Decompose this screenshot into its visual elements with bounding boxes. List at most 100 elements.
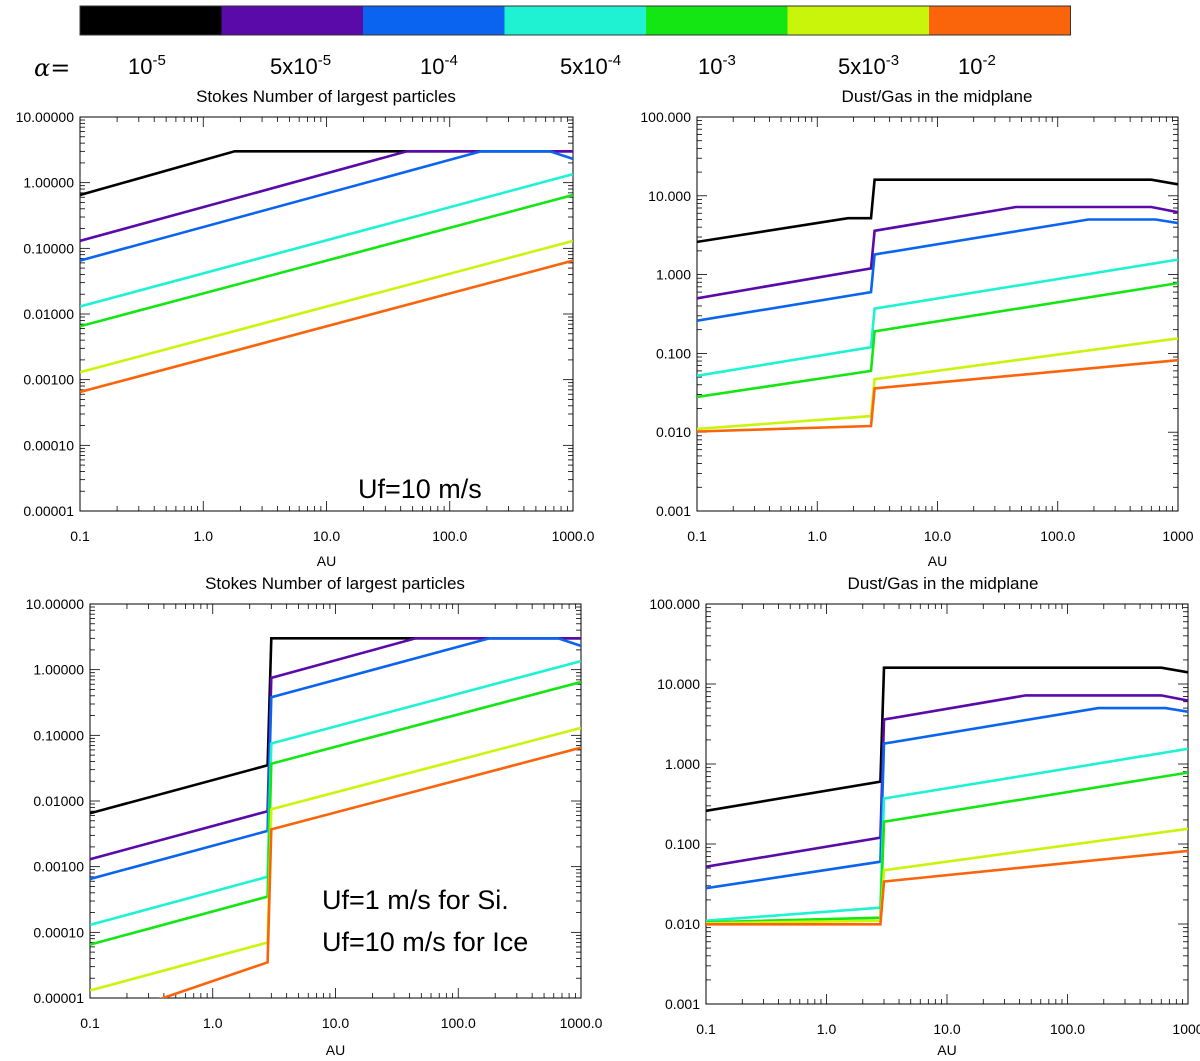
y-tick-label: 10.000 — [657, 676, 700, 692]
x-tick-label: 10.0 — [322, 1015, 349, 1031]
x-axis-label: AU — [326, 1042, 345, 1058]
y-tick-label: 1.000 — [656, 267, 691, 283]
panel-annotation: Uf=10 m/s — [358, 474, 482, 504]
legend-label-exponent: -4 — [608, 52, 621, 69]
series-line-10^-3 — [706, 771, 1188, 924]
y-tick-label: 1.000 — [665, 756, 700, 772]
legend-label-exponent: -3 — [886, 52, 899, 69]
series-line-10^-2 — [159, 746, 581, 998]
x-tick-label: 1000 — [1172, 1021, 1200, 1037]
y-tick-label: 0.00001 — [23, 503, 74, 519]
x-tick-label: 10.0 — [924, 528, 951, 544]
x-tick-label: 0.1 — [80, 1015, 100, 1031]
y-tick-label: 0.00010 — [33, 924, 84, 940]
legend-label: 10-3 — [698, 52, 736, 79]
y-tick-label: 0.10000 — [23, 240, 74, 256]
plot-frame — [696, 116, 1179, 512]
x-tick-label: 100.0 — [441, 1015, 476, 1031]
legend-label-base: 5x10 — [560, 54, 608, 79]
x-tick-label: 1.0 — [194, 528, 214, 544]
x-tick-label: 100.0 — [432, 528, 467, 544]
series-line-10^-3 — [697, 281, 1178, 399]
x-tick-label: 0.1 — [696, 1021, 716, 1037]
y-tick-label: 0.100 — [656, 345, 691, 361]
x-axis-label: AU — [928, 553, 947, 569]
chart-panel-2: 0.1 1.0 10.0 100.0 1000 100.000 10.000 1.000 0.1… — [640, 87, 1193, 569]
legend-label: 5x10-4 — [560, 52, 621, 79]
y-tick-label: 10.00000 — [16, 109, 75, 125]
legend-label: 10-5 — [128, 52, 166, 79]
x-tick-label: 10.0 — [313, 528, 340, 544]
series-line-5x10^-3 — [80, 239, 573, 374]
alpha-legend: α= 10-5 5x10-5 10-4 5x10-4 10-3 5x10-3 10-2 — [34, 5, 1071, 82]
chart-title: Stokes Number of largest particles — [196, 87, 456, 106]
legend-swatch — [363, 6, 505, 35]
legend-swatch — [787, 6, 929, 35]
legend-swatch — [504, 6, 646, 35]
x-axis-label: AU — [317, 553, 336, 569]
series-line-10^-2 — [697, 358, 1178, 433]
alpha-label: α= — [34, 54, 70, 82]
legend-label: 10-4 — [420, 52, 458, 79]
y-tick-label: 0.001 — [665, 996, 700, 1012]
y-tick-label: 0.00100 — [23, 372, 74, 388]
legend-swatch — [646, 6, 788, 35]
legend-swatch — [221, 6, 363, 35]
legend-label-exponent: -2 — [982, 52, 995, 69]
legend-label-base: 10 — [128, 54, 152, 79]
series-line-5x10^-4 — [697, 258, 1178, 378]
y-tick-label: 10.00000 — [26, 596, 85, 612]
y-tick-label: 0.010 — [665, 916, 700, 932]
x-tick-label: 100.0 — [1050, 1021, 1085, 1037]
x-axis-label: AU — [937, 1042, 956, 1058]
y-tick-label: 0.010 — [656, 424, 691, 440]
series-line-5x10^-5 — [697, 205, 1178, 300]
legend-label: 5x10-5 — [270, 52, 331, 79]
legend-label: 5x10-3 — [838, 52, 899, 79]
y-tick-label: 0.01000 — [23, 306, 74, 322]
plot-frame — [705, 603, 1189, 1005]
y-tick-label: 0.100 — [665, 836, 700, 852]
series-line-5x10^-4 — [706, 747, 1188, 922]
chart-title: Dust/Gas in the midplane — [842, 87, 1033, 106]
x-tick-label: 1.0 — [203, 1015, 223, 1031]
series-group — [697, 178, 1178, 433]
legend-label-exponent: -5 — [152, 52, 165, 69]
series-line-10^-4 — [90, 636, 581, 881]
series-line-10^-2 — [706, 849, 1188, 926]
legend-label-base: 5x10 — [270, 54, 318, 79]
x-tick-label: 10.0 — [933, 1021, 960, 1037]
legend-label-exponent: -5 — [318, 52, 331, 69]
y-tick-label: 0.00100 — [33, 859, 84, 875]
x-tick-label: 0.1 — [687, 528, 707, 544]
y-tick-label: 1.00000 — [33, 662, 84, 678]
x-tick-label: 1000.0 — [560, 1015, 603, 1031]
y-tick-label: 0.10000 — [33, 727, 84, 743]
y-tick-label: 100.000 — [649, 596, 700, 612]
legend-label-base: 5x10 — [838, 54, 886, 79]
x-tick-label: 1.0 — [808, 528, 828, 544]
y-tick-label: 0.01000 — [33, 793, 84, 809]
panel-annotation: Uf=1 m/s for Si. — [322, 885, 509, 915]
series-group — [706, 666, 1188, 926]
series-line-10^-4 — [706, 706, 1188, 890]
legend-label-base: 10 — [698, 54, 722, 79]
x-tick-label: 1.0 — [817, 1021, 837, 1037]
y-tick-label: 0.00001 — [33, 990, 84, 1006]
legend-label-base: 10 — [420, 54, 444, 79]
series-line-5x10^-5 — [706, 694, 1188, 868]
y-tick-label: 1.00000 — [23, 175, 74, 191]
chart-panel-4: 0.1 1.0 10.0 100.0 1000 100.000 10.000 1.000 0.1… — [649, 574, 1200, 1058]
y-tick-label: 0.00010 — [23, 437, 74, 453]
y-tick-label: 10.000 — [648, 188, 691, 204]
series-line-5x10^-5 — [90, 636, 581, 861]
chart-panel-3: 0.1 1.0 10.0 100.0 1000.0 10.00000 1.00000 0.10… — [26, 574, 603, 1058]
legend-label-exponent: -3 — [722, 52, 735, 69]
series-line-5x10^-5 — [80, 150, 573, 243]
plot-frame — [79, 116, 574, 512]
legend-label-exponent: -4 — [444, 52, 457, 69]
legend-swatch — [80, 6, 222, 35]
y-tick-label: 100.000 — [640, 109, 691, 125]
x-tick-label: 0.1 — [70, 528, 90, 544]
